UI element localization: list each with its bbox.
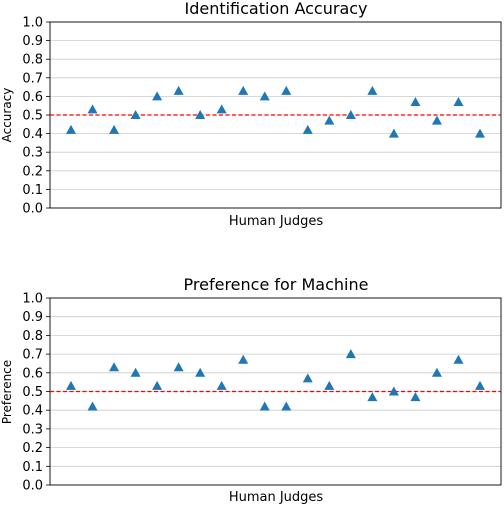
data-point	[367, 392, 378, 402]
data-point	[281, 85, 292, 95]
y-tick-label: 0.2	[22, 164, 43, 179]
data-point	[87, 104, 98, 114]
y-tick-label: 0.6	[22, 366, 43, 381]
data-point	[109, 362, 120, 372]
data-point	[238, 354, 249, 364]
y-tick-label: 0.3	[22, 422, 43, 437]
data-point	[130, 367, 141, 377]
y-tick-label: 0.7	[22, 348, 43, 363]
y-tick-label: 0.8	[22, 53, 43, 68]
data-point	[345, 110, 356, 119]
x-axis-label: Human Judges	[229, 490, 324, 504]
y-tick-label: 0.6	[22, 90, 43, 105]
identification-accuracy-panel: Identification Accuracy Human Judges Acc…	[0, 0, 502, 229]
y-tick-label: 0.4	[22, 404, 43, 419]
data-point	[345, 349, 356, 359]
y-axis-label: Preference	[0, 360, 14, 424]
data-point	[302, 124, 313, 134]
y-tick-label: 0.4	[22, 127, 43, 142]
y-tick-label: 1.0	[22, 16, 43, 31]
y-axis-label: Accuracy	[0, 88, 14, 143]
y-tick-label: 0.2	[22, 441, 43, 456]
data-point	[66, 124, 76, 134]
y-tick-label: 0.1	[22, 183, 43, 198]
data-point	[453, 354, 464, 364]
y-tick-label: 0.9	[22, 310, 43, 325]
data-point	[130, 110, 141, 119]
data-point	[324, 380, 335, 390]
data-point	[87, 401, 98, 411]
data-point	[216, 380, 227, 390]
data-point	[475, 380, 485, 390]
data-point	[173, 85, 184, 95]
data-point	[431, 115, 442, 125]
data-point	[152, 91, 163, 101]
data-point	[259, 401, 270, 411]
data-point	[410, 392, 421, 402]
data-point	[109, 124, 120, 134]
x-axis-label: Human Judges	[229, 214, 324, 229]
data-point	[259, 91, 270, 101]
data-point	[173, 362, 184, 372]
data-point	[302, 373, 313, 383]
data-point	[388, 386, 399, 396]
data-point	[152, 380, 163, 390]
chart-title: Preference for Machine	[184, 275, 369, 294]
data-point	[367, 85, 378, 95]
y-tick-label: 0.5	[22, 109, 43, 124]
data-point	[216, 104, 227, 114]
preference-for-machine-panel: Preference for Machine Human Judges Pref…	[0, 275, 502, 505]
data-point	[195, 367, 206, 377]
y-tick-label: 0.7	[22, 71, 43, 86]
data-point	[281, 401, 292, 411]
y-tick-label: 0.9	[22, 34, 43, 49]
y-tick-label: 0.0	[22, 479, 43, 494]
data-point	[388, 128, 399, 138]
y-tick-label: 1.0	[22, 292, 43, 307]
y-tick-label: 0.5	[22, 385, 43, 400]
y-tick-label: 0.0	[22, 202, 43, 217]
data-point	[475, 128, 485, 138]
data-point	[195, 110, 206, 119]
data-point	[410, 96, 421, 106]
y-tick-label: 0.8	[22, 329, 43, 344]
data-point	[66, 380, 76, 390]
chart-title: Identification Accuracy	[184, 0, 367, 18]
y-tick-label: 0.3	[22, 146, 43, 161]
y-tick-label: 0.1	[22, 460, 43, 475]
data-point	[238, 85, 249, 95]
data-point	[431, 367, 442, 377]
data-point	[453, 96, 464, 106]
data-point	[324, 115, 335, 125]
